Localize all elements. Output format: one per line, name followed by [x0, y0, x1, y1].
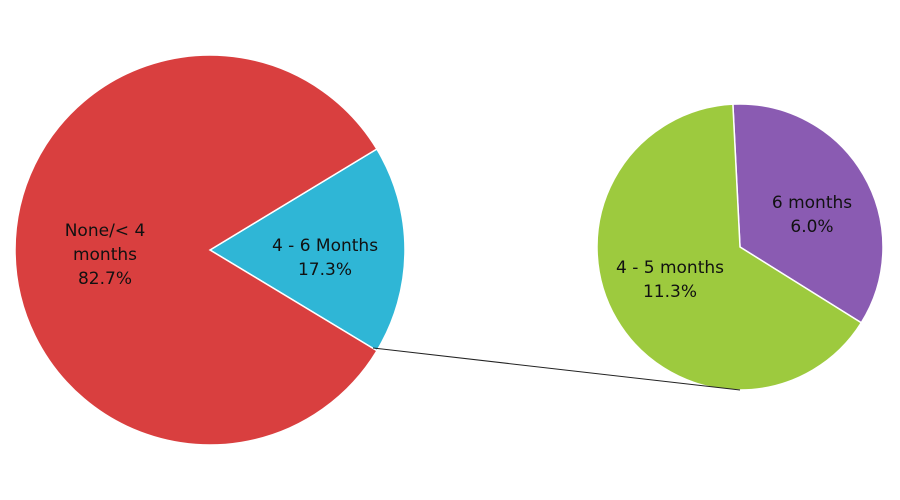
slice-label: 4 - 6 Months 17.3% — [255, 234, 395, 282]
slice-value: 6.0% — [790, 217, 834, 237]
slice-category: 4 - 6 Months — [271, 236, 379, 256]
slice-category: 4 - 5 months — [615, 258, 724, 278]
slice-value: 82.7% — [77, 269, 132, 289]
slice-label: 6 months 6.0% — [752, 191, 872, 239]
slice-label: None/< 4 months 82.7% — [50, 219, 160, 291]
slice-category: None/< 4 months — [64, 221, 146, 265]
pie-slice — [732, 103, 884, 324]
connector-line — [372, 347, 741, 391]
slice-label: 4 - 5 months 11.3% — [600, 256, 740, 304]
pie-slice — [208, 148, 406, 352]
slice-value: 11.3% — [642, 282, 697, 302]
slice-value: 17.3% — [297, 260, 352, 280]
pie-slice — [596, 103, 863, 391]
slice-category: 6 months — [771, 193, 853, 213]
pie-slice — [14, 54, 379, 446]
